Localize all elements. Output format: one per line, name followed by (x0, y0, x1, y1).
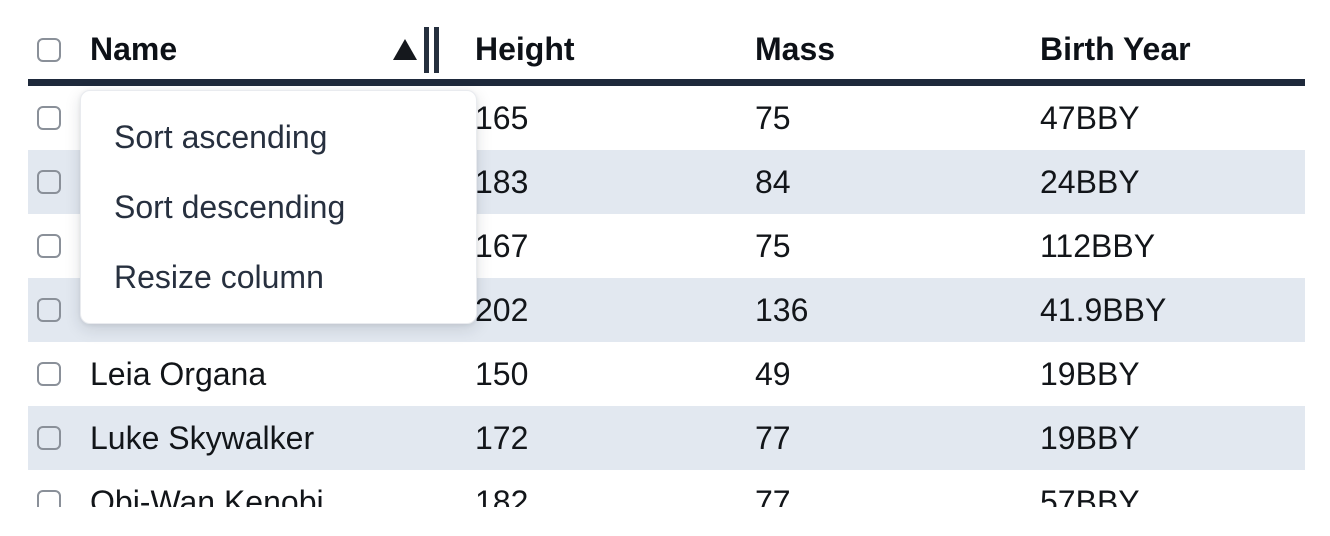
height-cell: 183 (475, 163, 529, 200)
table-header-row: Name Height Mass Birth Year (28, 20, 1305, 86)
mass-cell: 136 (755, 291, 809, 328)
birth-year-cell: 41.9BBY (1040, 291, 1167, 328)
column-header-mass-label: Mass (755, 31, 836, 67)
data-table: Name Height Mass Birth Year 165 75 47BBY… (28, 20, 1305, 507)
select-all-checkbox[interactable] (37, 37, 61, 62)
birth-year-cell: 19BBY (1040, 355, 1140, 392)
height-cell: 182 (475, 483, 529, 508)
column-context-menu: Sort ascending Sort descending Resize co… (80, 90, 477, 324)
birth-year-cell: 57BBY (1040, 483, 1140, 508)
mass-cell: 75 (755, 99, 791, 136)
mass-cell: 75 (755, 227, 791, 264)
birth-year-cell: 24BBY (1040, 163, 1140, 200)
height-cell: 202 (475, 291, 529, 328)
menu-item-sort-ascending[interactable]: Sort ascending (114, 118, 328, 155)
table-row: Leia Organa 150 49 19BBY (28, 342, 1305, 406)
menu-item-sort-descending[interactable]: Sort descending (114, 188, 346, 225)
birth-year-cell: 19BBY (1040, 419, 1140, 456)
name-cell: Leia Organa (90, 355, 267, 392)
resize-handle-bar (434, 26, 439, 73)
row-checkbox[interactable] (37, 362, 61, 386)
column-header-birth-year-label: Birth Year (1040, 31, 1191, 67)
resize-handle-bar (424, 26, 429, 73)
column-header-name-label: Name (90, 31, 178, 67)
column-header-birth-year[interactable]: Birth Year (1020, 31, 1305, 68)
row-checkbox[interactable] (37, 106, 61, 130)
height-cell: 172 (475, 419, 529, 456)
sort-ascending-icon (393, 39, 417, 60)
mass-cell: 77 (755, 419, 791, 456)
column-resize-handle[interactable] (424, 26, 439, 73)
name-cell: Obi-Wan Kenobi (90, 483, 324, 508)
height-cell: 165 (475, 99, 529, 136)
height-cell: 150 (475, 355, 529, 392)
column-header-height[interactable]: Height (455, 31, 735, 68)
row-checkbox[interactable] (37, 234, 61, 258)
mass-cell: 49 (755, 355, 791, 392)
birth-year-cell: 112BBY (1040, 227, 1156, 264)
column-header-height-label: Height (475, 31, 575, 67)
column-header-mass[interactable]: Mass (735, 31, 1020, 68)
birth-year-cell: 47BBY (1040, 99, 1140, 136)
header-select-cell (28, 37, 80, 62)
menu-item-resize-column[interactable]: Resize column (114, 258, 324, 295)
row-checkbox[interactable] (37, 298, 61, 322)
row-checkbox[interactable] (37, 490, 61, 507)
row-checkbox[interactable] (37, 170, 61, 194)
table-row: Luke Skywalker 172 77 19BBY (28, 406, 1305, 470)
mass-cell: 84 (755, 163, 791, 200)
name-cell: Luke Skywalker (90, 419, 315, 456)
mass-cell: 77 (755, 483, 791, 508)
height-cell: 167 (475, 227, 529, 264)
row-checkbox[interactable] (37, 426, 61, 450)
column-header-name[interactable]: Name (80, 26, 455, 73)
table-row: Obi-Wan Kenobi 182 77 57BBY (28, 470, 1305, 507)
